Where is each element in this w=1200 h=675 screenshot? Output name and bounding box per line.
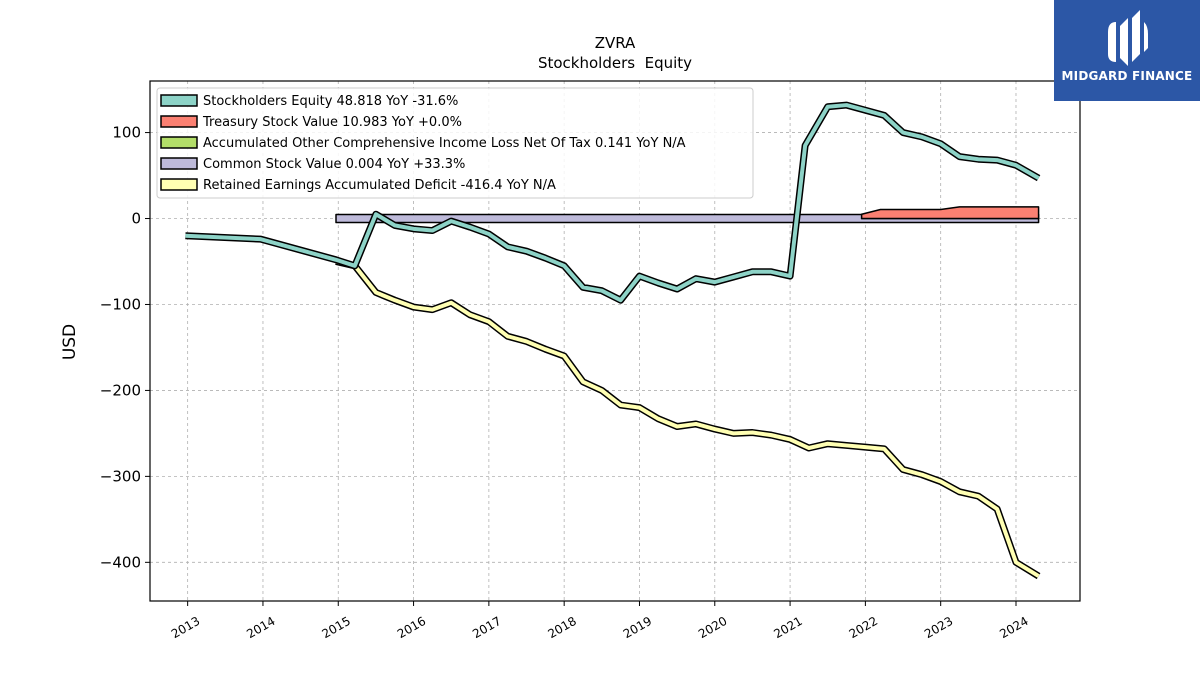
y-tick-label: −400 [100,553,141,571]
x-tick-label: 2016 [395,614,428,641]
series-1-area [860,206,1040,220]
legend-label: Accumulated Other Comprehensive Income L… [203,136,686,151]
x-tick-label: 2022 [847,614,880,641]
x-tick-label: 2018 [545,614,578,641]
brand-logo: MIDGARD FINANCE [1054,0,1200,101]
y-tick-label: −200 [100,381,141,399]
x-axis-ticks: 2013 2014 2015 2016 2017 2018 2019 2020 2021 2022… [169,601,1031,641]
legend-label: Common Stock Value 0.004 YoY +33.3% [203,157,465,172]
legend-swatch [160,94,198,107]
logo-name: MIDGARD FINANCE [1061,69,1193,83]
x-tick-label: 2017 [470,614,503,641]
series-4-outline [335,258,1041,580]
legend-label: Stockholders Equity 48.818 YoY -31.6% [203,94,458,109]
legend-label: Retained Earnings Accumulated Deficit -4… [203,178,556,193]
x-tick-label: 2019 [621,614,654,641]
legend-swatch [160,178,198,191]
x-tick-label: 2023 [922,614,955,641]
legend-swatch [160,115,198,128]
x-tick-label: 2013 [169,614,202,641]
x-tick-label: 2020 [696,614,729,641]
legend-swatch [160,136,198,149]
y-axis-ticks: −400 −300 −200 −100 0 100 [100,124,150,571]
chart-title: ZVRA [595,34,636,52]
series-layer [185,101,1041,580]
y-tick-label: 100 [112,124,141,142]
y-tick-label: −100 [100,295,141,313]
x-tick-label: 2014 [244,614,277,641]
x-tick-label: 2015 [320,614,353,641]
y-axis-label: USD [60,324,80,360]
chart-subtitle: Stockholders Equity [538,54,692,72]
legend: Stockholders Equity 48.818 YoY -31.6% Tre… [156,87,754,199]
legend-box [156,87,754,199]
y-tick-label: 0 [131,210,141,228]
legend-label: Treasury Stock Value 10.983 YoY +0.0% [202,115,462,130]
series-4-line [335,259,1040,578]
plot-frame [149,80,1081,602]
series-0-line [185,103,1040,303]
logo-mark-icon [1108,10,1148,66]
x-tick-label: 2024 [997,614,1030,641]
x-tick-label: 2021 [771,614,804,641]
y-tick-label: −300 [100,467,141,485]
legend-swatch [160,157,198,170]
